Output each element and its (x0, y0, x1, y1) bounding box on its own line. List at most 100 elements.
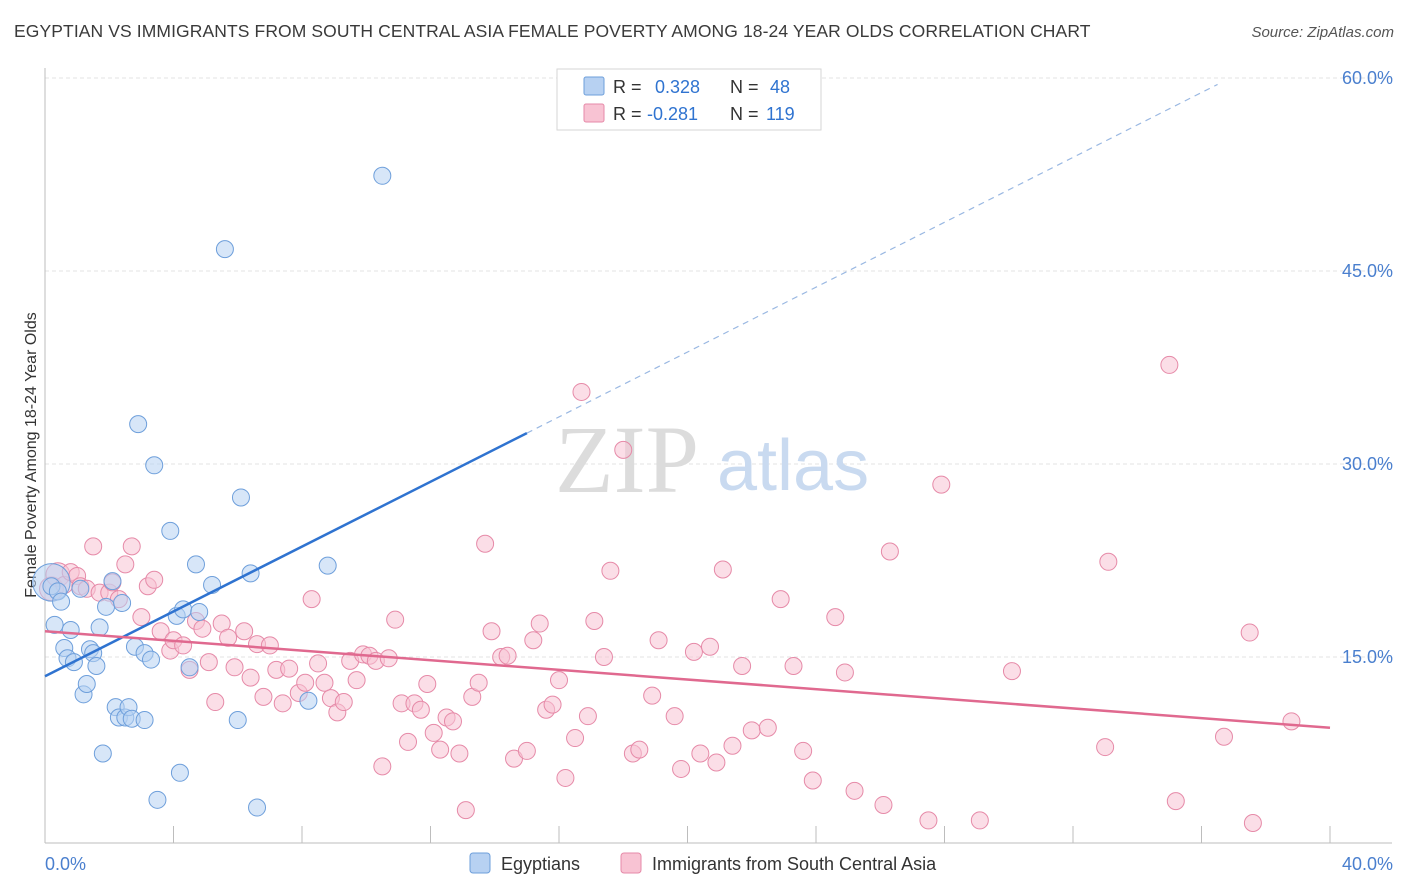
immigrants-point-86 (630, 740, 649, 759)
legend-swatch-immigrants (620, 852, 642, 874)
egyptians-point-41 (228, 711, 247, 730)
immigrants-point-46 (347, 671, 366, 690)
egyptians-point-40 (215, 240, 234, 259)
immigrants-point-99 (758, 718, 777, 737)
egyptians-point-34 (170, 763, 189, 782)
immigrants-point-101 (784, 657, 803, 676)
immigrants-point-82 (594, 648, 613, 666)
egyptians-point-28 (135, 711, 154, 730)
immigrants-point-96 (723, 736, 742, 755)
egyptians-point-32 (161, 521, 180, 540)
egyptians-point-21 (113, 593, 132, 612)
stats-r-value-1: 0.328 (655, 77, 700, 97)
immigrants-point-35 (273, 694, 292, 713)
y-tick-label-0: 15.0% (1342, 647, 1393, 667)
legend-label-egyptians: Egyptians (501, 854, 580, 874)
immigrants-point-110 (932, 475, 951, 494)
egyptians-point-44 (248, 798, 267, 817)
immigrants-point-32 (254, 687, 273, 706)
egyptians-trend-extension (526, 83, 1218, 434)
immigrants-point-97 (733, 657, 752, 676)
watermark-zip: ZIP (555, 406, 699, 513)
legend-swatch-egyptians (469, 852, 491, 874)
immigrants-point-66 (476, 534, 495, 553)
egyptians-point-9 (71, 579, 90, 598)
immigrants-point-36 (280, 659, 299, 678)
immigrants-point-116 (1166, 792, 1185, 811)
egyptians-point-11 (77, 675, 96, 694)
egyptians-point-38 (190, 602, 209, 621)
immigrants-point-50 (373, 757, 392, 776)
immigrants-point-72 (524, 631, 543, 650)
egyptians-point-29 (142, 650, 161, 669)
immigrants-point-20 (174, 636, 193, 655)
immigrants-point-73 (530, 614, 549, 633)
immigrants-point-30 (241, 668, 260, 687)
immigrants-point-29 (235, 622, 254, 641)
immigrants-point-38 (296, 673, 315, 692)
trend-lines (44, 83, 1331, 730)
egyptians-point-7 (61, 620, 80, 639)
stats-n-label-1: N = (730, 77, 759, 97)
egyptians-point-14 (87, 657, 106, 676)
egyptians-point-2 (45, 615, 64, 634)
immigrants-point-120 (1282, 712, 1301, 731)
series-legend: Egyptians Immigrants from South Central … (469, 852, 937, 874)
immigrants-trend-line (44, 630, 1331, 730)
immigrants-point-95 (713, 560, 732, 579)
stats-swatch-blue (583, 76, 605, 96)
y-tick-label-2: 45.0% (1342, 261, 1393, 281)
immigrants-point-24 (199, 653, 218, 672)
immigrants-point-81 (585, 611, 604, 630)
immigrants-point-54 (399, 732, 418, 751)
immigrants-point-91 (684, 642, 703, 661)
egyptians-point-18 (103, 572, 122, 591)
immigrants-point-117 (1214, 727, 1233, 746)
stats-legend: R = 0.328 N = 48 R = -0.281 N = 119 (556, 68, 822, 131)
x-tick-label-1: 40.0% (1342, 854, 1393, 874)
egyptians-point-17 (97, 597, 116, 616)
egyptians-point-15 (90, 618, 109, 637)
stats-r-value-2: -0.281 (647, 104, 698, 124)
immigrants-point-78 (566, 729, 585, 748)
immigrants-point-58 (424, 723, 443, 742)
immigrants-point-84 (614, 440, 633, 459)
stats-n-label-2: N = (730, 104, 759, 124)
immigrants-point-77 (556, 768, 575, 787)
series-egyptians-points (32, 166, 392, 817)
immigrants-point-71 (517, 741, 536, 760)
immigrants-point-83 (601, 561, 620, 580)
immigrants-point-25 (206, 693, 225, 712)
axes (44, 68, 1392, 844)
immigrants-point-52 (386, 610, 405, 629)
egyptians-point-46 (318, 556, 337, 575)
y-tick-labels: 15.0% 30.0% 45.0% 60.0% (1342, 68, 1393, 667)
immigrants-point-102 (794, 741, 813, 760)
x-tick-labels: 0.0% 40.0% (45, 854, 1393, 874)
immigrants-point-63 (456, 801, 475, 820)
immigrants-point-79 (572, 382, 591, 401)
immigrants-point-33 (260, 636, 279, 655)
immigrants-point-62 (450, 744, 469, 763)
egyptians-point-31 (148, 790, 167, 809)
immigrants-point-92 (691, 744, 710, 763)
immigrants-point-98 (742, 721, 761, 740)
immigrants-point-56 (411, 700, 430, 719)
immigrants-point-41 (315, 673, 334, 692)
immigrants-point-103 (803, 771, 822, 790)
stats-n-value-1: 48 (770, 77, 790, 97)
immigrants-point-76 (550, 671, 568, 690)
x-tick-label-0: 0.0% (45, 854, 86, 874)
stats-r-label-2: R = (613, 104, 642, 124)
egyptians-point-37 (186, 555, 205, 574)
immigrants-point-114 (1099, 552, 1118, 571)
immigrants-point-88 (649, 631, 668, 650)
immigrants-point-104 (826, 608, 845, 627)
egyptians-point-16 (93, 744, 112, 763)
immigrants-point-14 (132, 608, 151, 627)
immigrants-point-105 (835, 663, 854, 682)
egyptians-point-30 (145, 456, 164, 475)
egyptians-point-4 (52, 592, 71, 611)
y-axis-label: Female Poverty Among 18-24 Year Olds (23, 312, 40, 598)
immigrants-point-39 (302, 590, 321, 609)
